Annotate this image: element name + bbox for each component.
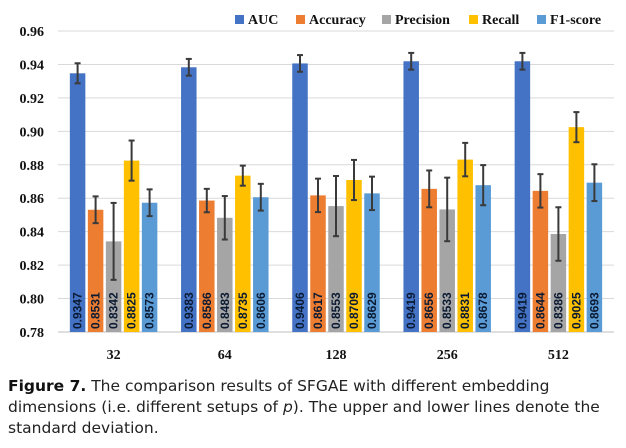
data-label: 0.9419 (515, 292, 529, 329)
bars (69, 61, 603, 333)
legend-swatch (469, 15, 478, 24)
bar (123, 160, 140, 332)
bar (346, 179, 362, 332)
x-category-label: 256 (437, 348, 458, 363)
legend-swatch (235, 15, 244, 24)
data-label: 0.8586 (200, 292, 214, 329)
bar (421, 188, 437, 332)
y-tick-label: 0.94 (20, 58, 45, 73)
bar (457, 159, 473, 332)
y-tick-label: 0.90 (20, 125, 45, 140)
legend: AUC Accuracy Precision Recall F1-score (235, 13, 601, 28)
data-label: 0.8573 (143, 292, 157, 329)
bar (439, 209, 455, 332)
bar (364, 193, 380, 332)
x-category-label: 32 (107, 348, 121, 363)
data-label: 0.8386 (551, 292, 565, 329)
legend-swatch (537, 15, 546, 24)
data-label: 0.9383 (182, 292, 196, 329)
y-tick-label: 0.82 (20, 259, 45, 274)
legend-label: Precision (395, 13, 450, 28)
x-axis-categories: 32 64 128 256 512 (107, 348, 569, 363)
data-label: 0.8644 (533, 292, 547, 329)
data-label: 0.8678 (476, 292, 490, 329)
legend-swatch (296, 15, 305, 24)
bar (199, 200, 215, 332)
data-label: 0.8629 (365, 292, 379, 329)
caption-text: The comparison results of SFGAE with dif… (8, 377, 550, 416)
bar (475, 185, 491, 332)
error-bars (74, 51, 598, 281)
data-label: 0.9419 (404, 292, 418, 329)
bar-chart: 0.78 0.80 0.82 0.84 0.86 0.88 0.90 0.92 0.94 0.96… (20, 13, 614, 363)
bar (141, 202, 158, 332)
data-label: 0.8656 (422, 292, 436, 329)
bar (181, 67, 197, 332)
y-tick-label: 0.86 (20, 192, 45, 207)
data-label: 0.9406 (293, 292, 307, 329)
legend-label: AUC (248, 13, 278, 28)
data-label: 0.8606 (254, 292, 268, 329)
bar (292, 63, 308, 333)
data-label: 0.8617 (311, 292, 325, 329)
x-category-label: 64 (218, 348, 232, 363)
bar (217, 217, 233, 332)
y-tick-label: 0.84 (20, 226, 45, 241)
data-label: 0.8735 (236, 292, 250, 329)
bar (253, 197, 269, 332)
figure-caption: Figure 7. The comparison results of SFGA… (8, 376, 618, 439)
bar (403, 61, 419, 333)
caption-label: Figure 7. (8, 377, 87, 395)
bar (69, 73, 86, 332)
bar (586, 182, 603, 332)
bar (532, 190, 549, 332)
data-label: 0.8825 (125, 292, 139, 329)
data-label: 0.8693 (587, 292, 601, 329)
data-labels: 0.9347 0.8531 0.8342 0.8825 0.8573 0.9383 0.85… (71, 292, 602, 329)
bar (328, 206, 344, 332)
y-axis-ticks: 0.78 0.80 0.82 0.84 0.86 0.88 0.90 0.92 0.94 0.96 (20, 25, 45, 341)
x-category-label: 512 (548, 348, 569, 363)
legend-label: Accuracy (309, 13, 366, 28)
y-tick-label: 0.80 (20, 293, 45, 308)
bar (568, 127, 585, 333)
y-tick-label: 0.88 (20, 159, 45, 174)
data-label: 0.9025 (569, 292, 583, 329)
bar (235, 175, 251, 332)
data-label: 0.8831 (458, 292, 472, 329)
data-label: 0.8531 (89, 292, 103, 329)
data-label: 0.9347 (71, 292, 85, 329)
x-category-label: 128 (326, 348, 347, 363)
legend-swatch (382, 15, 391, 24)
y-tick-label: 0.78 (20, 326, 45, 341)
caption-variable: p (282, 398, 293, 416)
legend-label: F1-score (550, 13, 601, 28)
bar (514, 61, 531, 333)
bar (550, 234, 567, 332)
caption-text-end: ). The upper and lower lines denote the … (8, 398, 600, 437)
y-tick-label: 0.92 (20, 92, 45, 107)
bar (105, 241, 122, 332)
y-tick-label: 0.96 (20, 25, 45, 40)
bar (310, 195, 326, 332)
data-label: 0.8553 (329, 292, 343, 329)
data-label: 0.8342 (107, 292, 121, 329)
data-label: 0.8533 (440, 292, 454, 329)
legend-label: Recall (482, 13, 519, 28)
data-label: 0.8483 (218, 292, 232, 329)
bar (87, 209, 104, 332)
data-label: 0.8709 (347, 292, 361, 329)
